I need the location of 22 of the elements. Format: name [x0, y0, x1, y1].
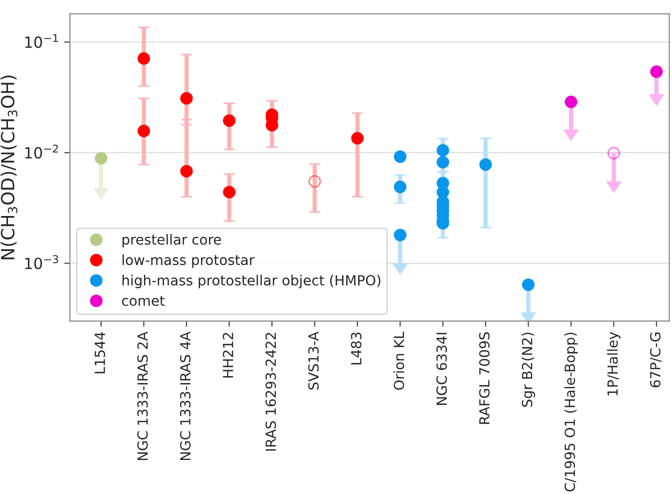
legend-label: comet [122, 296, 165, 306]
x-tick-label: Sgr B2(N2) [522, 332, 536, 407]
y-tick-label: 10$^{−1}$ [25, 34, 58, 48]
x-tick-label: L483 [350, 332, 362, 364]
y-tick-label: 10$^{−2}$ [25, 144, 58, 159]
x-tick-label: 67P/C-G [650, 332, 662, 388]
x-tick-label: 1P/Halley [607, 332, 620, 396]
x-tick-label: NGC 6334I [436, 332, 447, 405]
legend-label: prestellar core [122, 234, 221, 248]
x-tick-label: IRAS 16293-2422 [266, 332, 276, 451]
x-tick-label: NGC 1333-IRAS 4A [180, 332, 191, 460]
x-tick-label: SVS13-A [308, 332, 319, 390]
x-tick-label: Orion KL [393, 332, 404, 390]
y-axis-title: N(CH$_{3}$OD)/N(CH$_{3}$OH) [0, 76, 18, 260]
x-tick-label: NGC 1333-IRAS 2A [137, 332, 148, 460]
x-tick-label: HH212 [222, 332, 234, 378]
y-tick-label: 10$^{−3}$ [25, 255, 58, 270]
x-tick-label: L1544 [94, 332, 106, 374]
x-tick-label: RAFGL 7009S [479, 332, 490, 424]
x-tick-label: C/1995 O1 (Hale-Bopp) [564, 332, 578, 492]
legend-label: high-mass protostellar object (HMPO) [122, 274, 380, 288]
legend-label: low-mass protostar [122, 254, 254, 268]
